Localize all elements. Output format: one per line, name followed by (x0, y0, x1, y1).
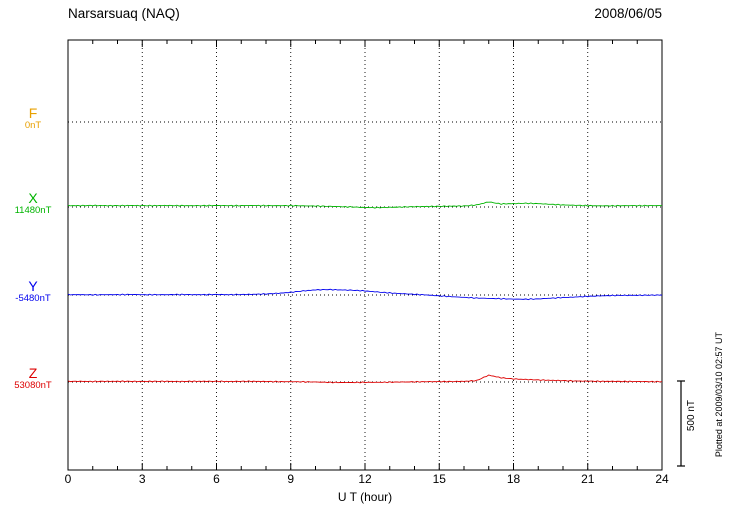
svg-text:15: 15 (433, 472, 447, 486)
trace-Y (67, 288, 663, 301)
svg-text:24: 24 (655, 472, 669, 486)
plotted-at-note: Plotted at 2009/03/10 02:57 UT (714, 332, 724, 458)
component-baseline-F: 0nT (24, 120, 42, 132)
component-baseline-X: 11480nT (14, 205, 52, 217)
scale-bar-label: 500 nT (686, 400, 697, 432)
svg-text:21: 21 (581, 472, 595, 486)
component-baseline-Y: -5480nT (15, 293, 51, 305)
traces (67, 201, 663, 384)
x-tick-labels: 0 3 6 9 12 15 18 21 24 (65, 472, 669, 486)
component-label-F: F 0nT (2, 105, 64, 132)
svg-text:12: 12 (358, 472, 372, 486)
component-label-Y: Y -5480nT (2, 278, 64, 305)
component-label-Z: Z 53080nT (2, 365, 64, 392)
component-letter-Y: Y (28, 278, 38, 294)
component-label-X: X 11480nT (2, 190, 64, 217)
component-letter-Z: Z (28, 365, 38, 381)
component-letter-F: F (28, 105, 38, 121)
x-axis-label: U T (hour) (337, 490, 393, 504)
svg-text:18: 18 (507, 472, 521, 486)
axis-ticks (67, 40, 663, 470)
component-baseline-Z: 53080nT (14, 380, 52, 392)
station-title: Narsarsuaq (NAQ) (68, 6, 180, 21)
trace-Z (67, 374, 663, 384)
plot-date: 2008/06/05 (594, 6, 662, 21)
component-letter-X: X (28, 190, 38, 206)
svg-text:9: 9 (287, 472, 294, 486)
trace-X (67, 201, 663, 209)
svg-text:3: 3 (139, 472, 146, 486)
grid (68, 40, 662, 470)
scale-bar (677, 380, 685, 467)
svg-text:6: 6 (213, 472, 220, 486)
svg-text:0: 0 (65, 472, 72, 486)
